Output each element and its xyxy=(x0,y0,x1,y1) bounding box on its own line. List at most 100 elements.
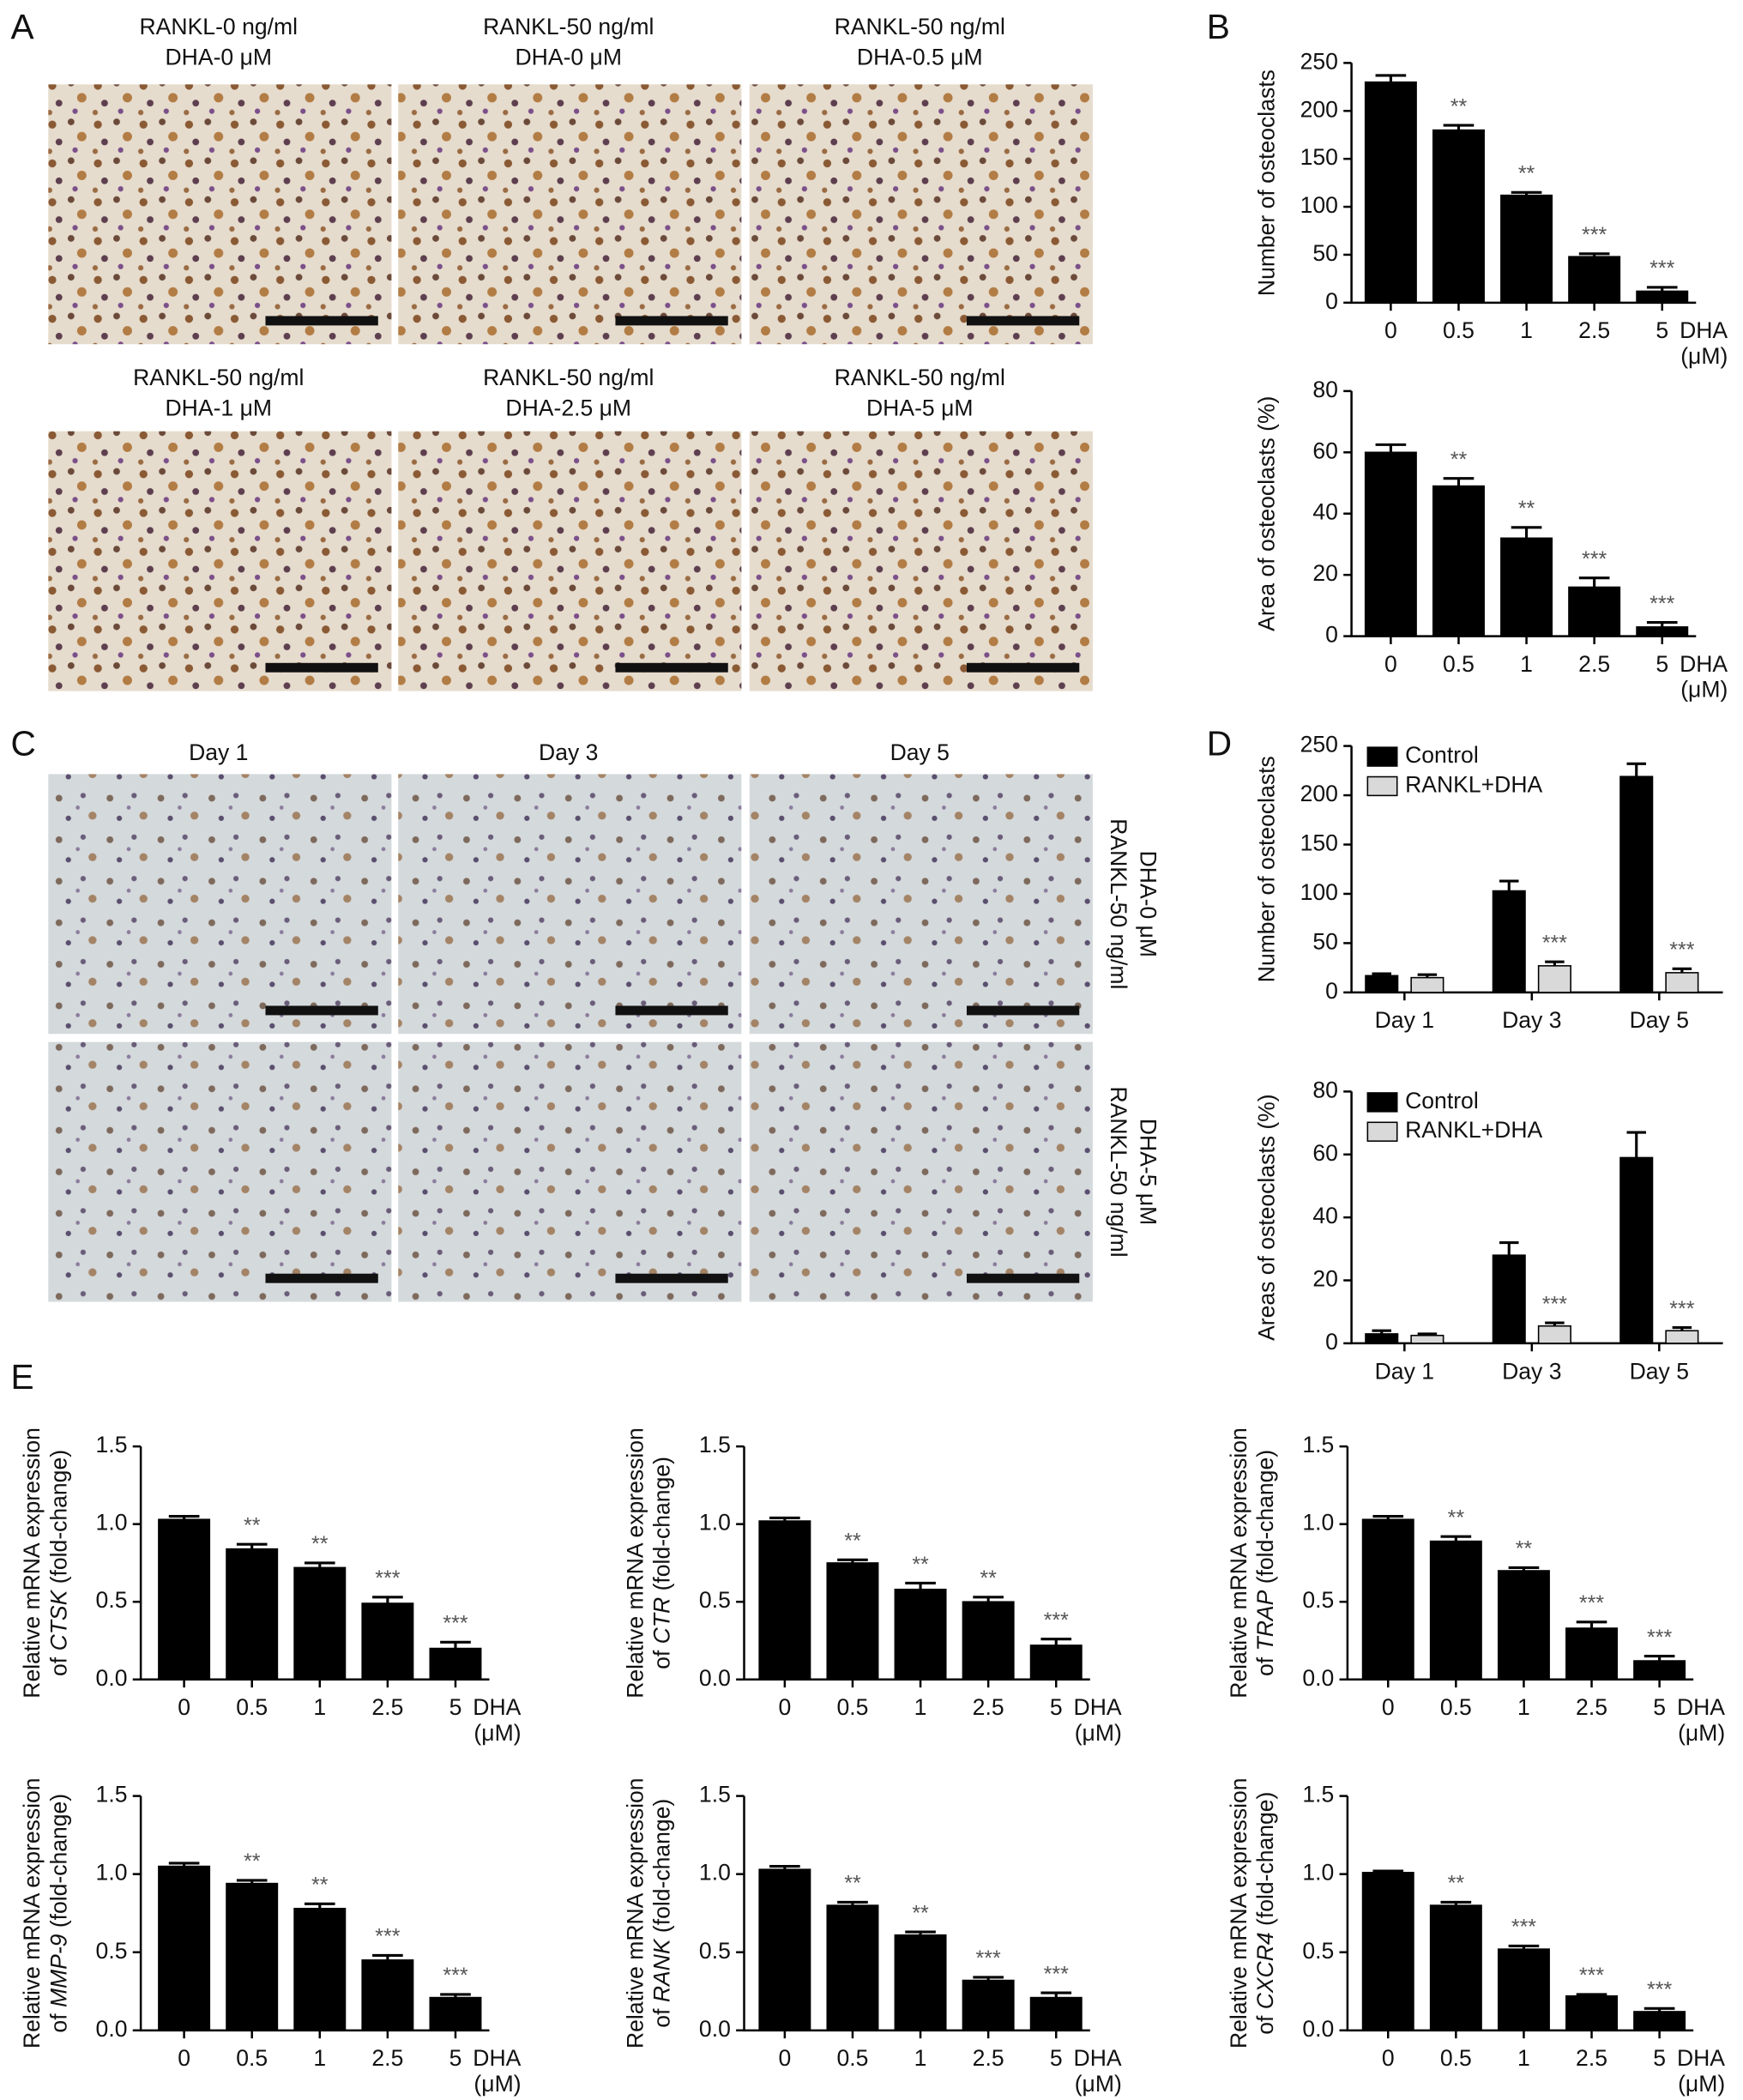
x-tick-label: 0 xyxy=(178,2045,190,2071)
error-bar xyxy=(1375,74,1407,82)
x-axis-label: DHA xyxy=(473,2045,521,2071)
error-bar xyxy=(1443,124,1475,130)
micrograph-caption: DHA-0.5 μM xyxy=(857,45,983,70)
bar xyxy=(361,1602,414,1681)
error-bar xyxy=(837,1558,868,1563)
error-bar xyxy=(905,1930,936,1935)
bar xyxy=(1565,1627,1619,1681)
y-tick-label: 0 xyxy=(1325,288,1338,314)
x-tick-label: 1 xyxy=(914,1694,927,1720)
scale-bar xyxy=(265,1273,378,1283)
error-bar xyxy=(837,1900,868,1906)
scale-bar xyxy=(966,1005,1080,1016)
x-axis-label: DHA xyxy=(1677,1694,1725,1720)
y-tick-label: 0.0 xyxy=(96,2016,128,2042)
significance: ** xyxy=(1516,1537,1533,1561)
y-axis-label: Relative mRNA expression xyxy=(19,1427,45,1699)
scale-bar xyxy=(966,316,1080,326)
y-tick-label: 0.5 xyxy=(699,1938,731,1964)
error-bar xyxy=(973,1596,1004,1602)
y-axis-label-part: (fold-change) xyxy=(1252,1792,1278,1926)
significance: *** xyxy=(1542,1292,1567,1316)
y-axis-label: of TRAP (fold-change) xyxy=(1252,1450,1278,1676)
legend-swatch xyxy=(1366,775,1398,797)
y-tick-label: 1.0 xyxy=(699,1510,731,1536)
bar xyxy=(1432,129,1485,304)
significance: ** xyxy=(1448,1872,1465,1896)
error-bar xyxy=(304,1902,335,1909)
error-bar xyxy=(1372,1515,1404,1520)
x-tick-label: 1 xyxy=(313,2045,326,2071)
bar xyxy=(1364,81,1417,304)
x-axis-label: (μM) xyxy=(1075,1720,1122,1746)
micrograph-caption: DHA-2.5 μM xyxy=(505,395,631,421)
error-bar xyxy=(168,1515,200,1520)
micrograph-caption: RANKL-50 ng/ml xyxy=(483,365,654,390)
significance: *** xyxy=(443,1612,467,1636)
x-axis-label: (μM) xyxy=(1678,1720,1725,1746)
error-bar xyxy=(1672,967,1692,973)
column-header: Day 5 xyxy=(890,739,950,765)
y-axis-label: of CTR (fold-change) xyxy=(649,1457,675,1669)
x-tick-label: 2.5 xyxy=(973,1694,1004,1720)
x-tick-label: 0 xyxy=(778,1694,791,1720)
y-tick-label: 0 xyxy=(1325,978,1338,1004)
x-tick-label: 2.5 xyxy=(1578,317,1610,343)
bar xyxy=(1361,1872,1414,2031)
y-tick-label: 0.0 xyxy=(699,2016,731,2042)
significance: *** xyxy=(1647,1626,1672,1650)
y-tick-label: 0.0 xyxy=(1302,1665,1334,1691)
bar xyxy=(1500,194,1553,304)
legend-swatch xyxy=(1366,1121,1398,1142)
x-tick-label: 0.5 xyxy=(1440,2045,1472,2071)
scale-bar xyxy=(615,1273,728,1283)
error-bar xyxy=(1508,1566,1540,1572)
x-tick-label: 1 xyxy=(1517,2045,1530,2071)
significance: *** xyxy=(1669,1297,1694,1321)
error-bar xyxy=(1040,1991,1072,1998)
micrograph-caption: RANKL-50 ng/ml xyxy=(483,14,654,39)
y-axis-label-part: (fold-change) xyxy=(649,1457,675,1590)
x-axis-label: DHA xyxy=(1677,2045,1725,2071)
x-tick-label: 1 xyxy=(313,1694,326,1720)
error-bar xyxy=(1443,477,1475,486)
error-bar xyxy=(1672,1326,1692,1331)
y-tick-label: 0.5 xyxy=(699,1587,731,1613)
bar xyxy=(962,1979,1015,2031)
bar xyxy=(1500,537,1553,637)
error-bar xyxy=(1440,1535,1472,1542)
x-axis-label: (μM) xyxy=(1678,2071,1725,2097)
row-label: DHA-5 μM xyxy=(1135,1119,1161,1225)
micrograph-caption: DHA-1 μM xyxy=(166,395,273,421)
x-tick-label: 0.5 xyxy=(1440,1694,1472,1720)
bar xyxy=(1633,2011,1686,2031)
scale-bar xyxy=(615,1005,728,1016)
y-tick-label: 1.5 xyxy=(96,1782,128,1807)
micrograph xyxy=(48,1041,392,1302)
x-tick-label: 1 xyxy=(914,2045,927,2071)
y-axis-label-part: (fold-change) xyxy=(45,1794,71,1928)
error-bar xyxy=(1545,1321,1565,1326)
bar xyxy=(1429,1540,1482,1681)
x-tick-label: Day 5 xyxy=(1630,1358,1689,1384)
legend-swatch xyxy=(1366,1092,1398,1113)
bar xyxy=(1432,485,1485,637)
error-bar xyxy=(1576,1993,1607,1996)
error-bar xyxy=(1372,1869,1404,1873)
significance: ** xyxy=(1448,1506,1465,1530)
x-tick-label: 0.5 xyxy=(236,2045,268,2071)
micrograph xyxy=(398,431,742,691)
error-bar xyxy=(1643,1655,1675,1662)
x-tick-label: 2.5 xyxy=(1576,1694,1607,1720)
significance: ** xyxy=(844,1530,861,1554)
x-tick-label: Day 3 xyxy=(1502,1358,1561,1384)
legend-swatch xyxy=(1366,746,1398,767)
y-tick-label: 1.5 xyxy=(96,1432,128,1457)
x-tick-label: 0.5 xyxy=(836,1694,868,1720)
error-bar xyxy=(1511,526,1542,539)
bar xyxy=(758,1868,811,2031)
significance: ** xyxy=(1450,448,1468,472)
x-tick-label: 0 xyxy=(178,1694,190,1720)
column-header: Day 3 xyxy=(539,739,598,765)
